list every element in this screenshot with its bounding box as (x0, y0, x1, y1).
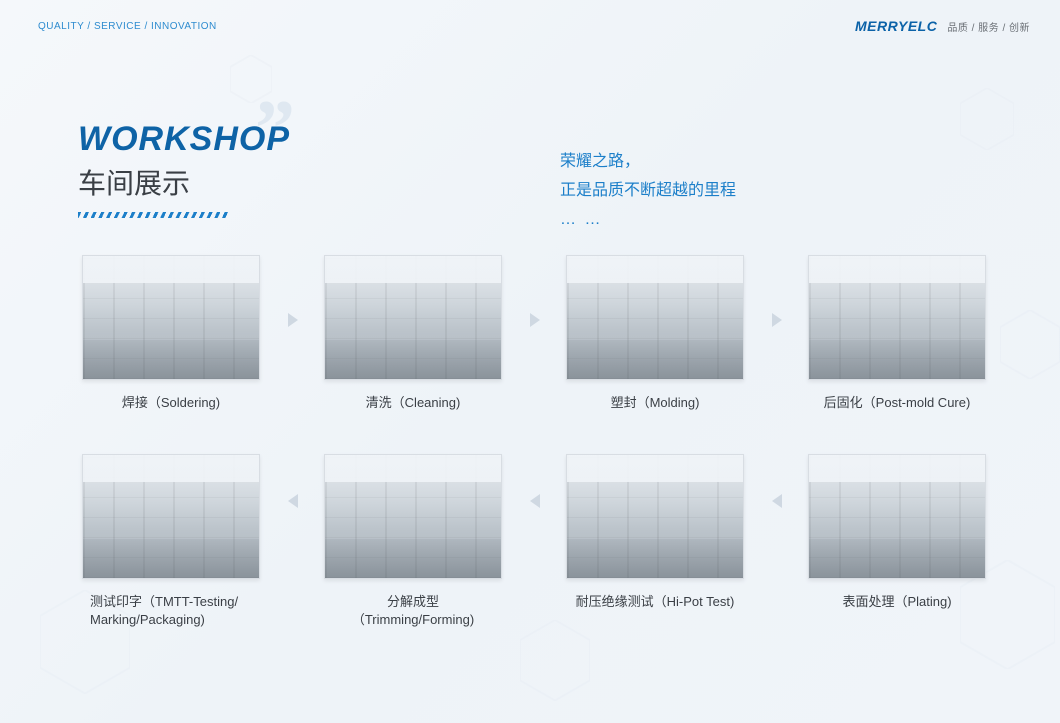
workshop-photo (808, 255, 986, 380)
workshop-photo (808, 454, 986, 579)
workshop-caption: 塑封（Molding) (566, 394, 744, 412)
gallery-cell: 清洗（Cleaning) (324, 255, 502, 412)
gallery-cell: 塑封（Molding) (566, 255, 744, 412)
arrow-right-icon (288, 313, 298, 327)
gallery-cell: 表面处理（Plating) (808, 454, 986, 629)
arrow-left-icon (288, 494, 298, 508)
workshop-photo (566, 454, 744, 579)
workshop-photo (324, 454, 502, 579)
gallery-cell: 焊接（Soldering) (82, 255, 260, 412)
workshop-gallery: 焊接（Soldering) 清洗（Cleaning) 塑封（Molding) 后固化（… (82, 255, 1000, 630)
arrow-left-icon (772, 494, 782, 508)
hexagon-decoration (1000, 310, 1060, 379)
slogan-line-2: 正是品质不断超越的里程 (560, 177, 736, 206)
workshop-caption: 耐压绝缘测试（Hi-Pot Test) (566, 593, 744, 611)
workshop-caption: 清洗（Cleaning) (324, 394, 502, 412)
slogan-block: 荣耀之路， 正是品质不断超越的里程 … … (560, 148, 736, 234)
gallery-cell: 耐压绝缘测试（Hi-Pot Test) (566, 454, 744, 629)
arrow-right-icon (530, 313, 540, 327)
hexagon-decoration (960, 88, 1014, 150)
workshop-caption: 测试印字（TMTT-Testing/Marking/Packaging) (82, 593, 260, 629)
workshop-caption: 后固化（Post-mold Cure) (808, 394, 986, 412)
header-tagline-cn: 品质 / 服务 / 创新 (947, 19, 1030, 34)
arrow-right-icon (772, 313, 782, 327)
gallery-cell: 测试印字（TMTT-Testing/Marking/Packaging) (82, 454, 260, 629)
workshop-photo (324, 255, 502, 380)
page-title-en: WORKSHOP (78, 122, 290, 156)
workshop-photo (566, 255, 744, 380)
workshop-caption: 分解成型（Trimming/Forming) (324, 593, 502, 629)
hexagon-decoration (520, 620, 590, 701)
workshop-photo (82, 255, 260, 380)
slogan-line-3: … … (560, 206, 736, 235)
gallery-cell: 后固化（Post-mold Cure) (808, 255, 986, 412)
header-tagline-en: QUALITY / SERVICE / INNOVATION (38, 21, 217, 32)
workshop-caption: 表面处理（Plating) (808, 593, 986, 611)
page-title-block: WORKSHOP 车间展示 (78, 122, 290, 218)
title-underline (78, 212, 228, 218)
brand-logo: MERRYELC (855, 18, 937, 34)
gallery-cell: 分解成型（Trimming/Forming) (324, 454, 502, 629)
arrow-left-icon (530, 494, 540, 508)
page-title-cn: 车间展示 (78, 162, 290, 202)
workshop-caption: 焊接（Soldering) (82, 394, 260, 412)
page-header: QUALITY / SERVICE / INNOVATION MERRYELC … (38, 18, 1030, 34)
header-right: MERRYELC 品质 / 服务 / 创新 (855, 18, 1030, 34)
slogan-line-1: 荣耀之路， (560, 148, 736, 177)
workshop-photo (82, 454, 260, 579)
